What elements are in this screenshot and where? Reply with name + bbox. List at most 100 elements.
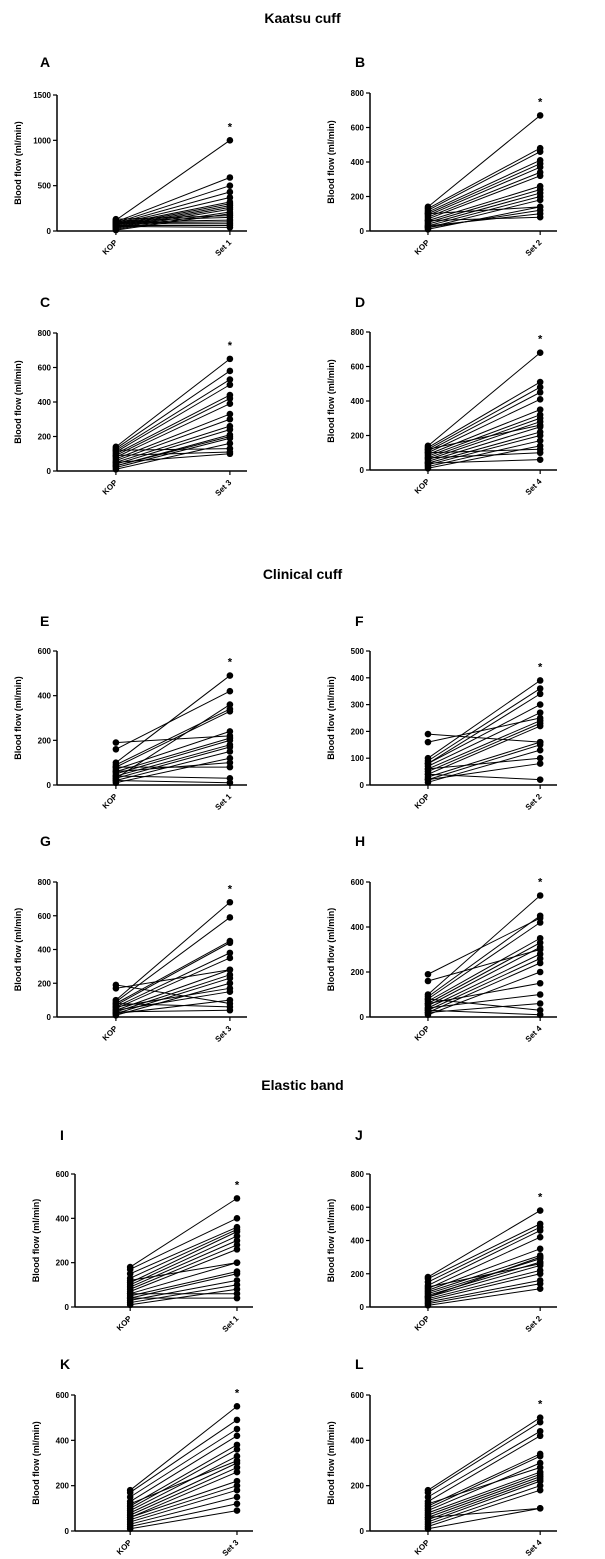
series-line-j-7 <box>427 1254 541 1293</box>
series-line-l-16 <box>427 1507 541 1518</box>
y-axis-label-l: Blood flow (ml/min) <box>326 1421 336 1505</box>
series-line-e-8 <box>115 739 231 775</box>
series-line-f-7 <box>427 720 541 770</box>
y-tick-label-j: 600 <box>351 1203 365 1212</box>
series-line-a-2 <box>115 177 231 223</box>
series-line-j-4 <box>427 1230 541 1286</box>
point-post-c-1 <box>226 355 234 363</box>
series-line-l-2 <box>427 1421 541 1493</box>
point-pre-l-17 <box>424 1500 432 1508</box>
point-pre-d-17 <box>424 459 432 467</box>
series-line-k-13 <box>130 1496 238 1525</box>
x-tick-label-c: Set 3 <box>213 478 233 498</box>
point-post-g-17 <box>226 1006 234 1014</box>
series-line-k-17 <box>129 1460 238 1505</box>
point-pre-i-15 <box>126 1301 134 1309</box>
point-post-f-5 <box>536 690 544 698</box>
point-pre-k-17 <box>126 1500 134 1508</box>
series-line-e-11 <box>115 751 231 782</box>
series-line-k-7 <box>129 1455 238 1512</box>
point-post-c-6 <box>226 395 234 402</box>
panel-letter-a: A <box>40 54 50 70</box>
series-line-g-10 <box>115 974 231 1013</box>
y-tick-label-b: 200 <box>351 193 365 202</box>
y-axis-label-k: Blood flow (ml/min) <box>31 1421 41 1505</box>
significance-star-g: * <box>228 883 233 895</box>
point-post-g-3 <box>226 898 234 906</box>
series-line-f-6 <box>427 712 541 767</box>
series-line-c-3 <box>115 379 231 451</box>
point-pre-h-17 <box>424 1006 432 1014</box>
series-line-j-15 <box>427 1288 541 1306</box>
series-line-a-3 <box>115 185 231 224</box>
series-line-l-3 <box>427 1430 541 1498</box>
series-line-d-5 <box>427 398 541 454</box>
series-line-b-11 <box>427 192 541 225</box>
x-tick-label-b: KOP <box>413 238 432 257</box>
point-post-f-4 <box>536 685 544 692</box>
series-line-c-11 <box>115 429 231 465</box>
point-pre-f-1 <box>424 730 432 738</box>
point-post-g-7 <box>226 949 234 957</box>
series-line-k-6 <box>129 1448 238 1509</box>
series-line-g-6 <box>115 942 231 1006</box>
point-pre-l-16 <box>424 1514 432 1521</box>
series-line-e-14 <box>115 775 230 779</box>
point-post-l-1 <box>536 1414 544 1421</box>
point-post-k-6 <box>233 1446 241 1453</box>
point-post-l-3 <box>536 1427 544 1435</box>
y-tick-label-e: 0 <box>47 781 52 790</box>
y-tick-label-j: 400 <box>351 1237 365 1246</box>
series-line-l-9 <box>427 1473 541 1516</box>
y-tick-label-a: 1500 <box>33 91 51 100</box>
point-post-e-2 <box>226 687 234 695</box>
series-line-a-14 <box>115 216 230 222</box>
point-post-f-15 <box>536 760 544 767</box>
panel-letter-l: L <box>355 1356 364 1372</box>
series-line-j-17 <box>427 1263 541 1288</box>
point-pre-b-17 <box>424 217 432 224</box>
point-post-h-4 <box>536 912 544 920</box>
series-line-h-4 <box>427 915 541 998</box>
series-line-k-9 <box>129 1467 238 1516</box>
point-post-e-6 <box>226 728 234 735</box>
significance-star-d: * <box>538 334 543 346</box>
point-post-l-12 <box>536 1477 544 1485</box>
point-pre-d-18 <box>424 446 432 453</box>
panel-letter-e: E <box>40 613 49 629</box>
series-line-d-4 <box>427 391 541 452</box>
series-line-b-14 <box>427 206 541 230</box>
series-line-b-13 <box>427 199 541 229</box>
point-post-h-17 <box>536 1011 544 1019</box>
y-tick-label-j: 0 <box>360 1303 365 1312</box>
series-line-l-1 <box>427 1417 541 1491</box>
y-tick-label-f: 0 <box>360 781 365 790</box>
series-line-d-3 <box>427 386 541 450</box>
series-line-b-1 <box>427 115 541 208</box>
point-pre-a-19 <box>112 223 120 230</box>
x-tick-label-e: KOP <box>101 792 120 811</box>
point-pre-c-15 <box>112 447 120 454</box>
series-line-d-8 <box>427 417 541 459</box>
series-line-i-5 <box>129 1231 238 1284</box>
series-line-i-11 <box>130 1271 238 1297</box>
y-tick-label-c: 400 <box>38 398 52 407</box>
y-tick-label-e: 400 <box>38 692 52 701</box>
series-line-j-12 <box>427 1273 541 1301</box>
y-axis-label-b: Blood flow (ml/min) <box>326 120 336 204</box>
series-line-c-14 <box>115 442 231 470</box>
significance-star-h: * <box>538 877 543 889</box>
series-line-c-16 <box>115 451 230 456</box>
point-post-j-6 <box>536 1245 544 1253</box>
series-line-l-15 <box>427 1507 541 1530</box>
panel-letter-c: C <box>40 294 50 310</box>
series-line-h-5 <box>427 922 541 1000</box>
x-tick-label-c: KOP <box>101 478 120 497</box>
point-post-j-15 <box>536 1285 544 1293</box>
point-pre-b-16 <box>424 222 432 230</box>
point-post-f-16 <box>536 701 544 708</box>
y-tick-label-a: 0 <box>47 227 52 236</box>
point-post-b-8 <box>536 172 544 180</box>
point-pre-k-2 <box>126 1489 134 1496</box>
point-post-d-1 <box>536 349 544 357</box>
